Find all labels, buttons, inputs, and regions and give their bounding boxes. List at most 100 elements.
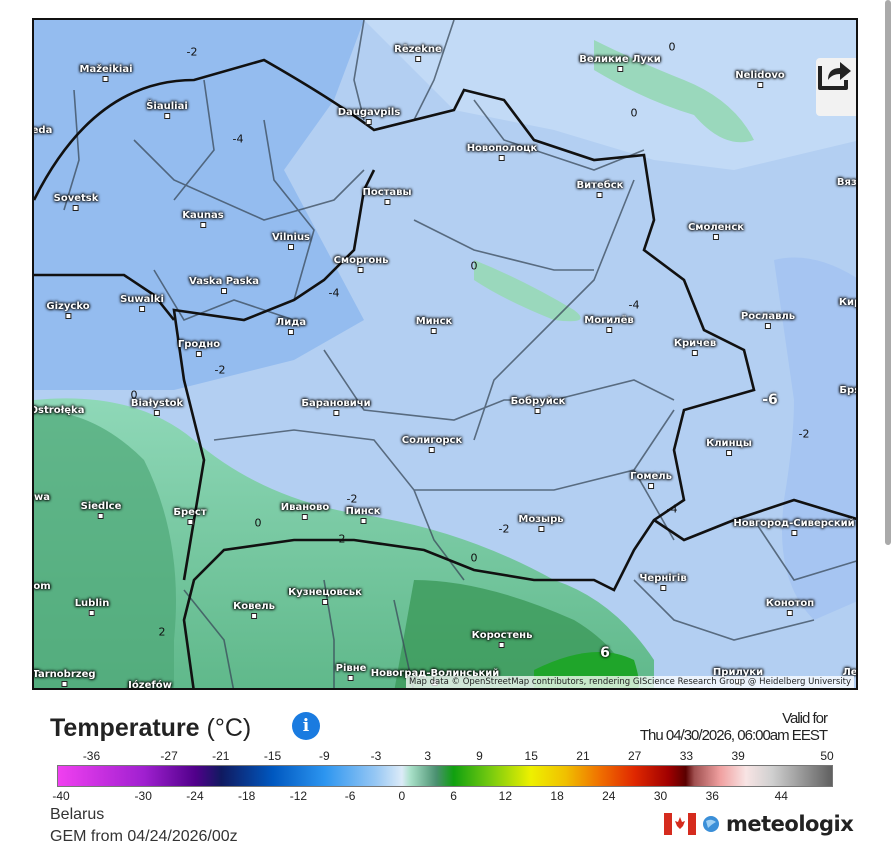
city-label: Rēzekne [394, 44, 442, 62]
colorbar-tick-label: 0 [398, 789, 406, 803]
temperature-colorbar [57, 765, 833, 787]
city-label: Бобруйск [511, 396, 566, 414]
city-label: Tarnobrzeg [34, 669, 96, 687]
meteologix-globe-icon [703, 816, 719, 832]
legend-title: Temperature (°C) [50, 714, 251, 743]
colorbar-tick-label: 27 [628, 749, 642, 763]
colorbar-tick-label: -30 [134, 789, 152, 803]
city-label: Пинск [346, 506, 381, 524]
contour-label: -2 [798, 427, 810, 441]
city-label: Kaunas [182, 210, 223, 228]
valid-time: Valid for Thu 04/30/2026, 06:00am EEST [640, 710, 828, 744]
city-label: Gizycko [46, 301, 89, 319]
colder-area-west [34, 20, 364, 390]
weather-map[interactable]: Rēzekne Великие Луки Nelidovo Mažeikiai Šiau… [32, 18, 858, 690]
colorbar-tick-label: -15 [263, 749, 282, 763]
city-label: Сморгонь [334, 255, 389, 273]
city-label: Siedlce [81, 501, 122, 519]
city-label: Рославль [741, 311, 795, 329]
colorbar-tick-label: 9 [476, 749, 483, 763]
city-label: Поставы [362, 187, 411, 205]
city-label: Конотоп [766, 598, 814, 616]
contour-label: -2 [214, 363, 226, 377]
colorbar-tick-label: -24 [186, 789, 204, 803]
scrollbar[interactable] [885, 0, 891, 545]
city-label: Чернігів [639, 573, 686, 591]
edge-city-label: Вязь [836, 177, 857, 188]
city-label: Daugavpils [338, 107, 401, 125]
warm-area-southwest [34, 410, 176, 688]
city-label: Минск [416, 316, 453, 334]
city-label: Новополоцк [467, 143, 538, 161]
green-patch-center [474, 260, 581, 322]
colorbar-tick-label: -3 [370, 749, 382, 763]
contour-label: 0 [630, 106, 638, 120]
edge-city-label: Ostrołęka [32, 405, 85, 416]
info-icon[interactable]: i [292, 712, 320, 740]
contour-label: 2 [338, 532, 346, 546]
city-label: Józefów [128, 680, 172, 688]
contour-label: -4 [232, 132, 244, 146]
colorbar-tick-label: 12 [498, 789, 513, 803]
legend-unit: (°C) [206, 714, 252, 742]
map-attribution[interactable]: Map data © OpenStreetMap contributors, r… [406, 676, 854, 688]
city-label: Sovetsk [54, 193, 99, 211]
colorbar-tick-label: -21 [212, 749, 230, 763]
city-label: Могилёв [584, 315, 634, 333]
colorbar-tick-label: 21 [576, 749, 590, 763]
city-label: Vilnius [272, 232, 310, 250]
valid-label: Valid for [782, 710, 828, 727]
colorbar-tick-label: 24 [602, 789, 616, 803]
city-label: Гомель [630, 471, 672, 489]
city-label: Vaska Paska [189, 276, 259, 294]
edge-city-label: om [33, 581, 51, 592]
model-run-label: GEM from 04/24/2026/00z [50, 828, 238, 845]
contour-label: 0 [470, 551, 478, 565]
city-label: Nelidovo [735, 70, 784, 88]
edge-city-label: Бря [839, 385, 856, 396]
city-label: Солигорск [402, 435, 463, 453]
contour-label: 0 [668, 40, 676, 54]
city-label: Витебск [577, 180, 624, 198]
contour-label: -2 [346, 492, 358, 506]
city-label: Šiauliai [146, 101, 188, 119]
contour-label: -4 [328, 286, 340, 300]
colorbar-tick-label: 50 [820, 749, 834, 763]
contour-label: -2 [498, 522, 510, 536]
city-label: Лида [276, 317, 306, 335]
city-label: Ковель [233, 601, 275, 619]
contour-label: -2 [186, 45, 198, 59]
city-label: Клинцы [706, 438, 752, 456]
edge-city-label: eda [32, 125, 53, 136]
colorbar-tick-label: -18 [238, 789, 256, 803]
share-button[interactable] [816, 58, 856, 116]
contour-label: 2 [158, 625, 166, 639]
brand-logo[interactable]: meteologix [664, 812, 854, 836]
city-label: Мозырь [518, 514, 563, 532]
colorbar-tick-label: -36 [82, 749, 101, 763]
colorbar-tick-label: -9 [318, 749, 330, 763]
legend-title-text: Temperature [50, 714, 200, 742]
contour-label: 6 [600, 645, 610, 661]
city-label: Барановичи [301, 398, 370, 416]
colorbar-tick-label: -6 [344, 789, 356, 803]
colorbar-tick-label: 30 [653, 789, 668, 803]
colorbar-tick-label: 18 [550, 789, 564, 803]
city-label: Гродно [178, 339, 220, 357]
city-label: Иваново [281, 502, 329, 520]
canada-flag-icon [664, 813, 696, 835]
colorbar-tick-label: -27 [160, 749, 178, 763]
map-layers [34, 20, 856, 688]
city-label: Смоленск [688, 222, 744, 240]
brand-name: meteologix [726, 812, 854, 836]
colorbar-tick-label: 15 [524, 749, 538, 763]
contour-label: -6 [762, 392, 778, 408]
city-label: Новоград-Волинський [371, 668, 500, 686]
colorbar-tick-label: 44 [774, 789, 788, 803]
colorbar-tick-label: 33 [679, 749, 694, 763]
colorbar-tick-label: 6 [450, 789, 457, 803]
colorbar-tick-label: -40 [52, 789, 70, 803]
city-label: Кузнецовськ [288, 587, 362, 605]
edge-city-label: Кир [838, 297, 856, 308]
contour-label: 0 [470, 259, 478, 273]
